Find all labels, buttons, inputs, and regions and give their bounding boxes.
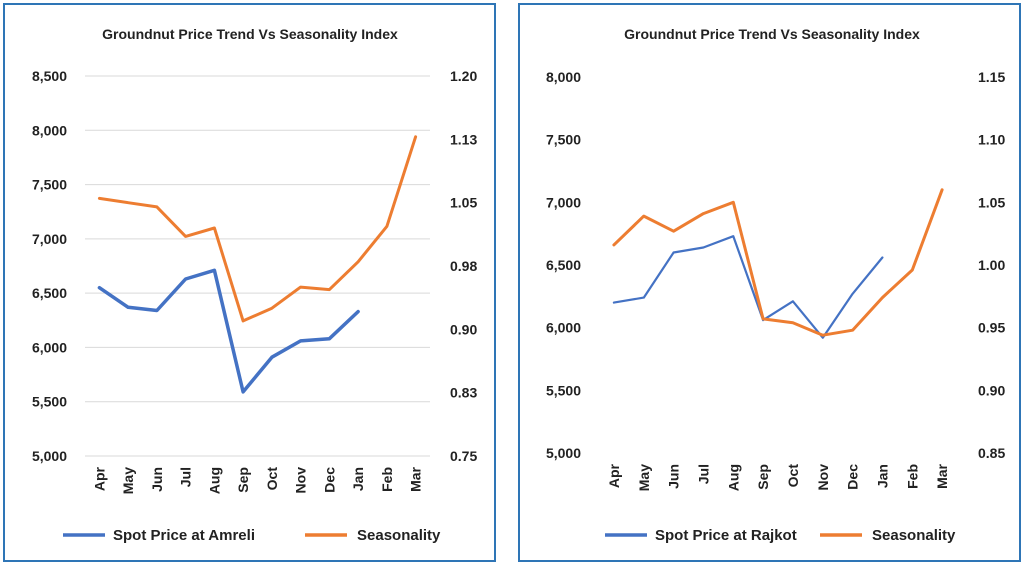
chart-amreli: Groundnut Price Trend Vs Seasonality Ind… xyxy=(32,26,478,544)
y-right-tick-label: 1.05 xyxy=(978,194,1005,210)
legend-label: Seasonality xyxy=(357,527,441,544)
x-tick-label: Apr xyxy=(606,463,622,488)
y-right-tick-label: 0.98 xyxy=(450,258,477,274)
x-tick-label: Jun xyxy=(149,467,165,492)
y-right-tick-label: 1.20 xyxy=(450,68,477,84)
y-left-tick-label: 8,000 xyxy=(32,122,67,138)
series-line-spot-price xyxy=(97,268,360,394)
y-right-tick-label: 0.85 xyxy=(978,445,1005,461)
y-right-tick-label: 1.05 xyxy=(450,195,477,211)
chart-panel-rajkot: Groundnut Price Trend Vs Seasonality Ind… xyxy=(518,3,1021,562)
series-line-spot-price xyxy=(612,235,884,339)
x-tick-label: Apr xyxy=(91,466,107,491)
x-tick-label: Oct xyxy=(264,467,280,491)
y-left-tick-label: 7,000 xyxy=(32,231,67,247)
x-tick-label: Mar xyxy=(408,466,424,491)
y-left-tick-label: 7,500 xyxy=(32,177,67,193)
x-tick-label: Sep xyxy=(235,467,251,493)
y-right-tick-label: 0.90 xyxy=(978,382,1005,398)
x-tick-label: Dec xyxy=(845,464,861,490)
y-left-tick-label: 7,000 xyxy=(546,194,581,210)
x-tick-label: Dec xyxy=(321,467,337,493)
chart-rajkot: Groundnut Price Trend Vs Seasonality Ind… xyxy=(546,26,1006,544)
x-tick-label: Feb xyxy=(904,464,920,489)
y-right-tick-label: 1.15 xyxy=(978,69,1005,85)
x-tick-label: Aug xyxy=(206,467,222,494)
y-left-tick-label: 5,500 xyxy=(546,382,581,398)
x-tick-label: Nov xyxy=(815,464,831,491)
y-right-tick-label: 0.75 xyxy=(450,448,477,464)
y-left-tick-label: 6,000 xyxy=(32,339,67,355)
series-line-seasonality xyxy=(612,188,944,337)
y-left-tick-label: 7,500 xyxy=(546,132,581,148)
series-line-seasonality xyxy=(97,135,418,323)
y-left-tick-label: 5,000 xyxy=(32,448,67,464)
x-tick-label: Aug xyxy=(725,464,741,491)
x-tick-label: Jul xyxy=(695,464,711,484)
chart-title: Groundnut Price Trend Vs Seasonality Ind… xyxy=(102,26,398,42)
x-tick-label: Jul xyxy=(178,467,194,487)
y-left-tick-label: 6,000 xyxy=(546,320,581,336)
x-tick-label: Oct xyxy=(785,464,801,488)
y-right-tick-label: 0.83 xyxy=(450,385,477,401)
y-left-tick-label: 5,500 xyxy=(32,394,67,410)
legend-label: Spot Price at Amreli xyxy=(113,527,255,544)
y-left-tick-label: 5,000 xyxy=(546,445,581,461)
x-tick-label: May xyxy=(120,467,136,494)
x-tick-label: Sep xyxy=(755,464,771,490)
y-right-tick-label: 0.95 xyxy=(978,320,1005,336)
y-right-tick-label: 0.90 xyxy=(450,321,477,337)
chart-panel-amreli: Groundnut Price Trend Vs Seasonality Ind… xyxy=(3,3,496,562)
y-right-tick-label: 1.00 xyxy=(978,257,1005,273)
x-tick-label: Jun xyxy=(666,464,682,489)
legend-label: Seasonality xyxy=(872,527,956,544)
y-left-tick-label: 6,500 xyxy=(32,285,67,301)
x-tick-label: Nov xyxy=(293,467,309,494)
x-tick-label: May xyxy=(636,464,652,491)
legend-label: Spot Price at Rajkot xyxy=(655,527,797,544)
y-left-tick-label: 6,500 xyxy=(546,257,581,273)
x-tick-label: Feb xyxy=(379,467,395,492)
x-tick-label: Mar xyxy=(934,463,950,488)
y-left-tick-label: 8,000 xyxy=(546,69,581,85)
y-left-tick-label: 8,500 xyxy=(32,68,67,84)
y-right-tick-label: 1.13 xyxy=(450,131,477,147)
y-right-tick-label: 1.10 xyxy=(978,132,1005,148)
x-tick-label: Jan xyxy=(874,464,890,488)
x-tick-label: Jan xyxy=(350,467,366,491)
chart-title: Groundnut Price Trend Vs Seasonality Ind… xyxy=(624,26,920,42)
